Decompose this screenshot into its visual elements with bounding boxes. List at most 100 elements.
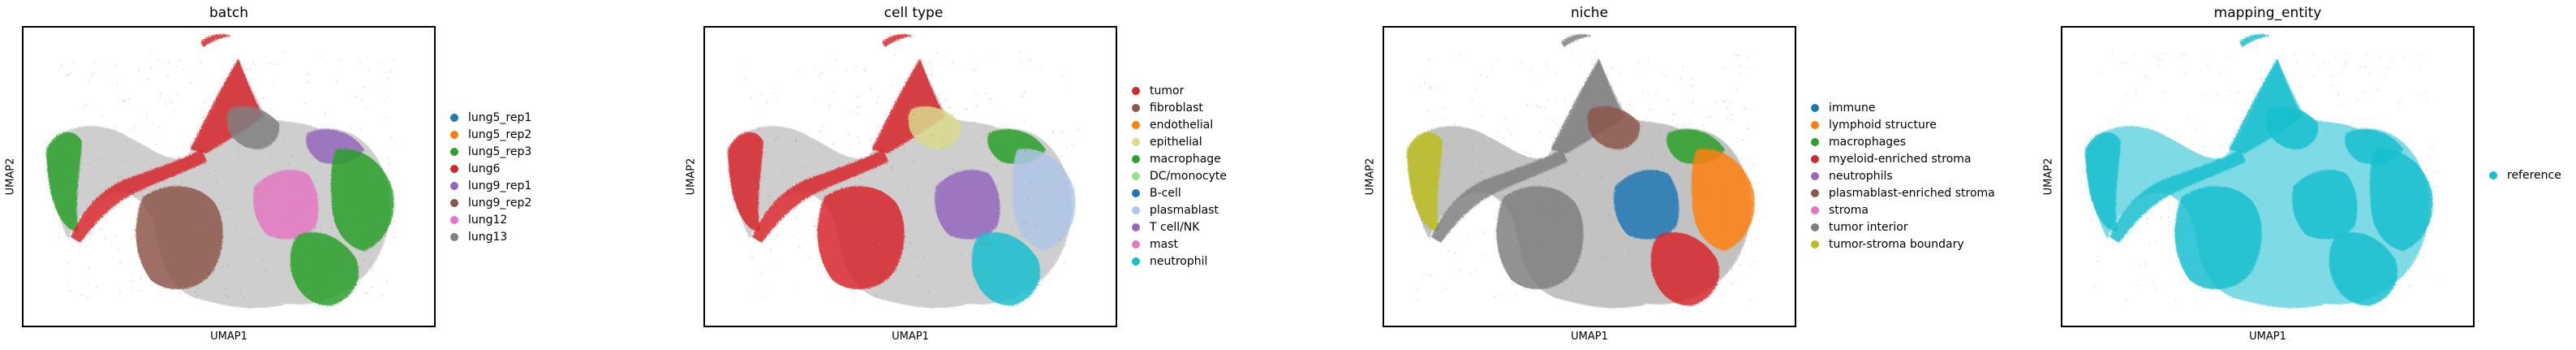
scatter-point	[123, 100, 124, 102]
scatter-point	[2299, 147, 2301, 149]
scatter-point	[2328, 223, 2330, 225]
scatter-point	[324, 112, 326, 114]
scatter-point	[2301, 265, 2303, 266]
scatter-point	[1616, 140, 1618, 143]
scatter-point	[1585, 246, 1588, 248]
legend-marker	[450, 113, 458, 122]
scatter-point	[2145, 261, 2147, 264]
scatter-point	[1632, 188, 1634, 190]
scatter-point	[2323, 63, 2324, 64]
y-axis-label: UMAP2	[1364, 158, 1377, 196]
scatter-point	[1731, 282, 1734, 284]
scatter-point	[2161, 58, 2163, 61]
scatter-point	[2204, 201, 2207, 204]
scatter-point	[284, 138, 286, 140]
scatter-point	[986, 244, 987, 246]
scatter-point	[2154, 55, 2156, 57]
scatter-point	[1481, 254, 1483, 257]
legend-label: plasmablast	[1150, 203, 1219, 217]
scatter-point	[2346, 53, 2348, 54]
scatter-point	[2420, 51, 2423, 54]
scatter-point	[223, 161, 226, 163]
scatter-point	[336, 80, 338, 83]
scatter-point	[384, 71, 385, 73]
scatter-point	[972, 249, 974, 252]
scatter-point	[2384, 270, 2385, 273]
legend-item: lung12	[450, 211, 531, 228]
scatter-point	[948, 107, 949, 109]
scatter-point	[793, 235, 794, 237]
scatter-point	[339, 210, 342, 211]
scatter-point	[1473, 158, 1475, 160]
scatter-point	[997, 158, 999, 161]
scatter-point	[2124, 300, 2127, 301]
legend-label: neutrophils	[1829, 169, 1893, 183]
scatter-point	[212, 122, 213, 123]
scatter-point	[788, 203, 789, 205]
scatter-point	[941, 146, 943, 149]
scatter-point	[1698, 176, 1700, 178]
scatter-point	[2105, 219, 2106, 221]
scatter-point	[1628, 103, 1631, 105]
legend-item: myeloid-enriched stroma	[1811, 150, 1995, 167]
scatter-point	[2114, 234, 2116, 236]
scatter-point	[1581, 125, 1584, 127]
scatter-point	[1444, 107, 1447, 109]
scatter-point	[2262, 204, 2264, 205]
legend-item: T cell/NK	[1132, 218, 1227, 235]
scatter-point	[88, 267, 90, 270]
scatter-point	[1662, 71, 1664, 74]
scatter-point	[158, 126, 160, 127]
cluster-right-blob	[1691, 149, 1755, 251]
scatter-point	[2337, 125, 2339, 127]
scatter-point	[2174, 248, 2176, 251]
scatter-point	[1502, 292, 1503, 294]
scatter-point	[2344, 64, 2346, 66]
scatter-point	[1021, 95, 1023, 97]
panel-cell-type: cell type UMAP1 UMAP2 tumor fibroblast end…	[678, 0, 1319, 350]
scatter-point	[1012, 281, 1014, 283]
scatter-point	[999, 212, 1000, 214]
scatter-point	[1720, 196, 1722, 197]
scatter-point	[1600, 256, 1602, 257]
scatter-point	[774, 140, 776, 142]
scatter-point	[832, 203, 834, 205]
scatter-point	[1627, 253, 1628, 255]
scatter-point	[928, 290, 930, 292]
scatter-point	[289, 213, 291, 214]
scatter-point	[860, 214, 862, 215]
scatter-point	[1637, 252, 1640, 254]
legend-marker	[450, 232, 458, 241]
scatter-point	[175, 66, 178, 68]
scatter-point	[951, 214, 953, 216]
legend-marker	[1811, 223, 1819, 231]
scatter-point	[2384, 278, 2386, 279]
scatter-point	[101, 166, 103, 169]
scatter-point	[1664, 154, 1666, 156]
scatter-point	[391, 136, 393, 138]
scatter-point	[1052, 131, 1054, 133]
scatter-point	[1021, 235, 1022, 237]
scatter-point	[2117, 115, 2118, 116]
scatter-point	[1515, 294, 1516, 296]
scatter-point	[1024, 91, 1026, 93]
scatter-point	[1422, 193, 1425, 196]
scatter-point	[814, 183, 815, 184]
scatter-point	[207, 172, 209, 175]
scatter-point	[2337, 93, 2340, 96]
scatter-point	[1523, 154, 1525, 156]
scatter-point	[352, 228, 355, 230]
scatter-point	[249, 68, 252, 71]
scatter-point	[2227, 257, 2230, 259]
legend-label: endothelial	[1150, 118, 1214, 132]
scatter-point	[917, 274, 919, 277]
scatter-point	[1519, 275, 1521, 278]
scatter-point	[1575, 301, 1576, 303]
scatter-point	[1028, 58, 1030, 60]
scatter-point	[395, 142, 397, 145]
scatter-point	[1705, 244, 1707, 246]
scatter-point	[1655, 165, 1657, 166]
scatter-point	[1731, 269, 1733, 271]
scatter-point	[335, 246, 338, 248]
scatter-point	[1709, 115, 1711, 118]
